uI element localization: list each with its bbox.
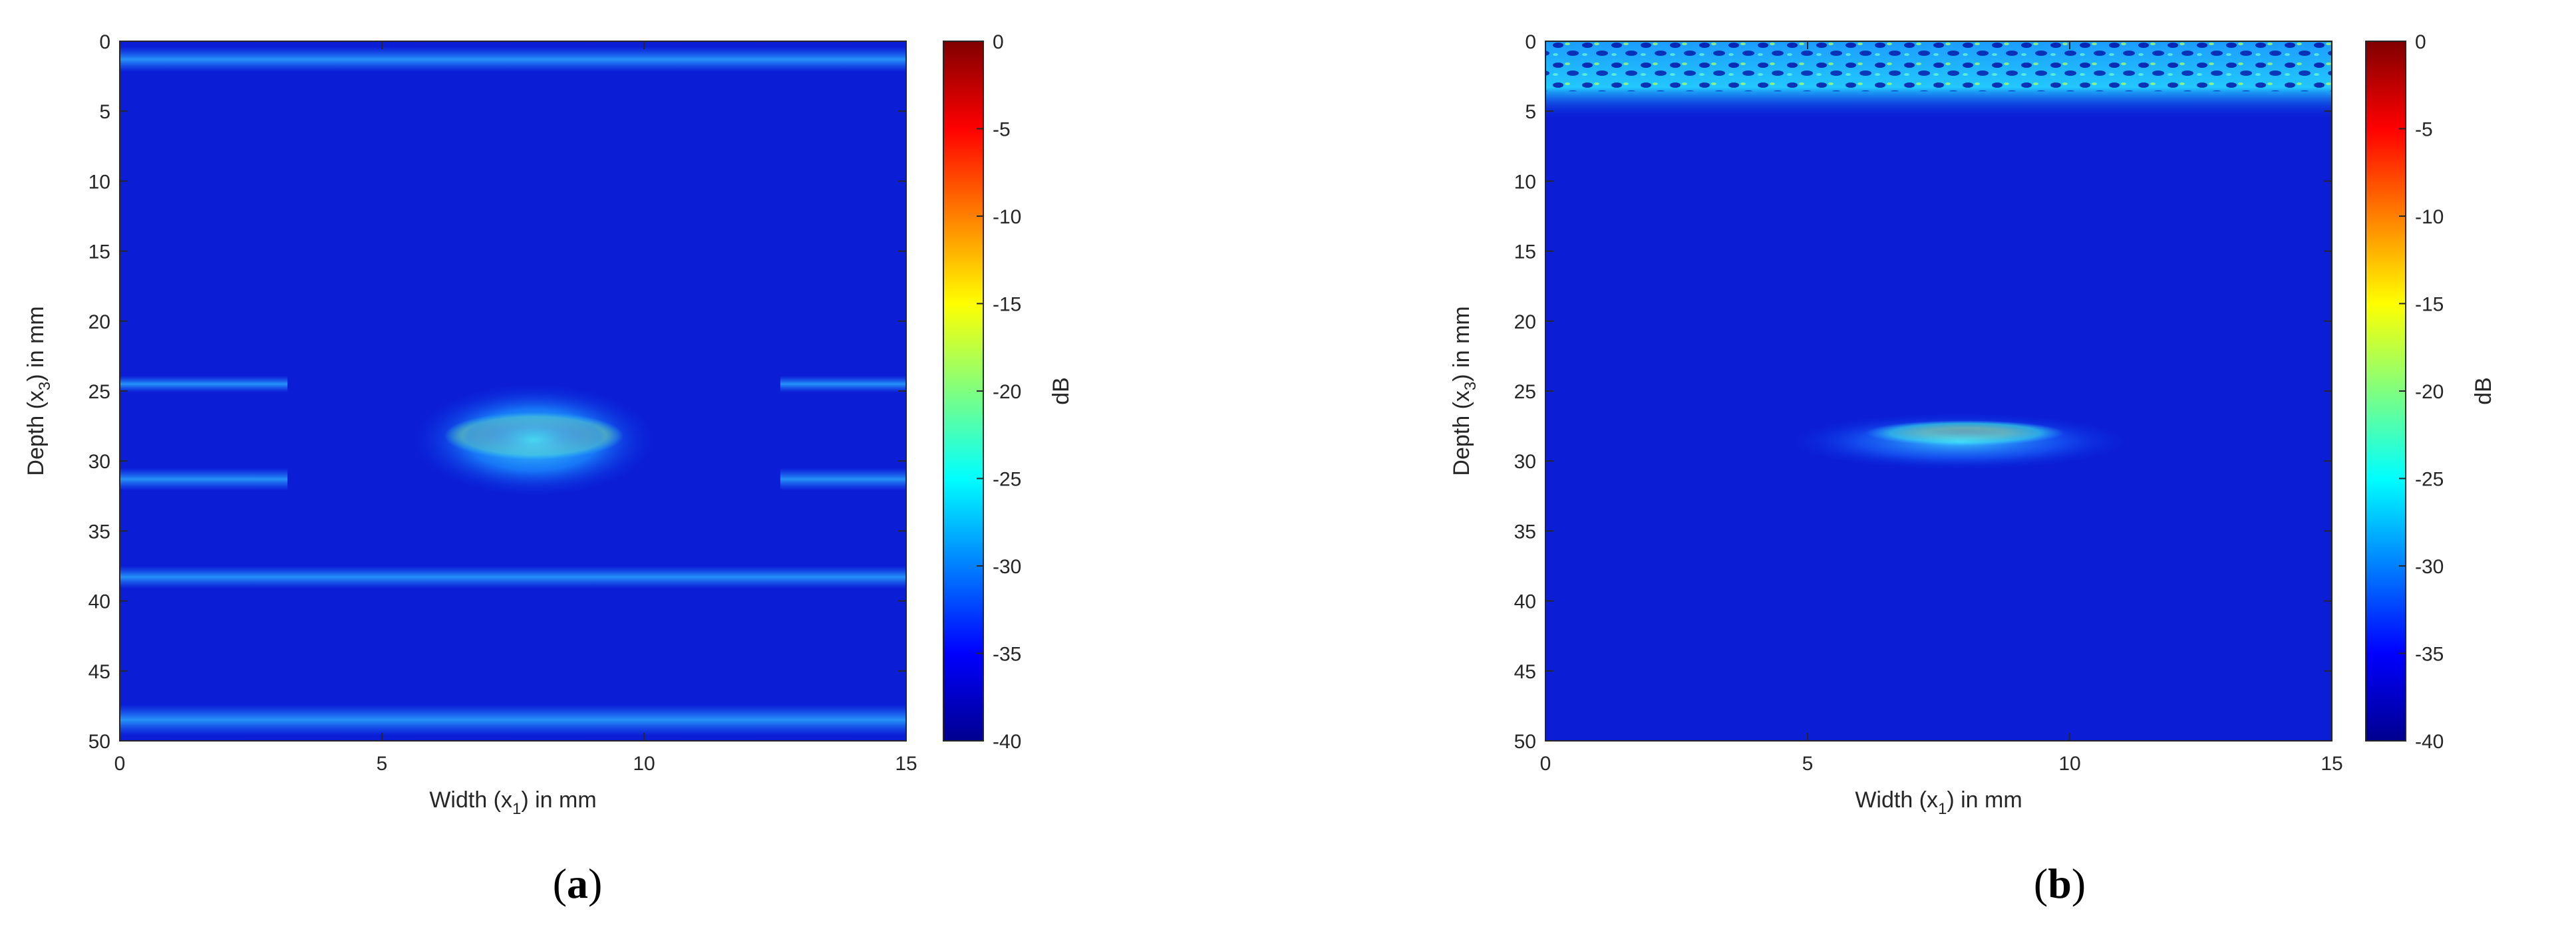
x-tick-label: 0 bbox=[1540, 753, 1551, 775]
colorbar-tick-label: -10 bbox=[2415, 206, 2444, 228]
colorbar-tick-label: -20 bbox=[993, 381, 1021, 403]
colorbar-label: dB bbox=[1048, 377, 1074, 405]
colorbar-tick-label: -30 bbox=[993, 556, 1021, 578]
x-tick-label: 10 bbox=[633, 753, 655, 775]
band-segment-left bbox=[120, 375, 288, 393]
band-feature-2 bbox=[120, 468, 906, 491]
y-tick-label: 20 bbox=[1514, 311, 1536, 333]
colorbar-tick-label: -15 bbox=[993, 294, 1021, 316]
x-tick-label: 0 bbox=[114, 753, 126, 775]
y-tick-label: 10 bbox=[88, 171, 110, 193]
band-feature-0 bbox=[120, 47, 906, 72]
colorbar-tick-label: -35 bbox=[2415, 644, 2444, 666]
band-segment-right bbox=[780, 375, 906, 393]
caption-a: (a) bbox=[552, 860, 603, 907]
panel-a: 0 5 10 15 0 5 10 15 20 25 30 35 40 45 50 Width (x1) in … bbox=[23, 31, 1074, 907]
y-tick-label: 40 bbox=[1514, 591, 1536, 613]
colorbar-tick-label: -40 bbox=[2415, 731, 2444, 753]
y-tick-label: 5 bbox=[99, 101, 110, 123]
y-tick-label: 5 bbox=[1525, 101, 1536, 123]
x-tick-label: 5 bbox=[377, 753, 388, 775]
band-feature-1 bbox=[120, 375, 906, 393]
y-axis-label: Depth (x3) in mm bbox=[1449, 306, 1480, 475]
colorbar-tick-label: -5 bbox=[2415, 119, 2433, 141]
y-tick-label: 20 bbox=[88, 311, 110, 333]
y-tick-label: 0 bbox=[1525, 31, 1536, 53]
colorbar-label: dB bbox=[2471, 377, 2496, 405]
y-tick-label: 25 bbox=[88, 381, 110, 403]
halo-feature-2 bbox=[1792, 413, 2128, 470]
band-segment-left bbox=[120, 468, 288, 491]
y-tick-label: 15 bbox=[88, 241, 110, 263]
caption-letter-b: b bbox=[2048, 860, 2072, 907]
y-tick-label: 45 bbox=[1514, 661, 1536, 683]
y-tick-label: 30 bbox=[88, 451, 110, 473]
caption-b: (b) bbox=[2033, 860, 2086, 907]
y-tick-label: 50 bbox=[88, 731, 110, 753]
y-tick-label: 0 bbox=[99, 31, 110, 53]
x-tick-label: 5 bbox=[1802, 753, 1814, 775]
y-tick-label: 35 bbox=[1514, 521, 1536, 543]
y-axis-label: Depth (x3) in mm bbox=[23, 306, 54, 475]
colorbar-tick-label: -5 bbox=[993, 119, 1011, 141]
colorbar-tick-label: 0 bbox=[2415, 31, 2426, 53]
axes-a: 0 5 10 15 0 5 10 15 20 25 30 35 40 45 50 Width (x1) in … bbox=[23, 31, 1074, 818]
band-feature-4 bbox=[120, 704, 906, 736]
y-tick-label: 50 bbox=[1514, 731, 1536, 753]
band-feature-3 bbox=[120, 566, 906, 589]
halo-feature-6 bbox=[413, 384, 655, 496]
y-tick-label: 15 bbox=[1514, 241, 1536, 263]
panel-b: 0 5 10 15 0 5 10 15 20 25 30 35 40 45 50 Width (x1) in … bbox=[1288, 0, 2576, 947]
y-tick-label: 35 bbox=[88, 521, 110, 543]
x-axis-label: Width (x1) in mm bbox=[429, 787, 596, 818]
colorbar-tick-label: -15 bbox=[2415, 294, 2444, 316]
chart-b: 0 5 10 15 0 5 10 15 20 25 30 35 40 45 50 Width (x1) in … bbox=[1449, 31, 2496, 818]
x-tick-label: 10 bbox=[2058, 753, 2080, 775]
y-tick-label: 40 bbox=[88, 591, 110, 613]
colorbar-tick-label: 0 bbox=[993, 31, 1004, 53]
surface-feature-0 bbox=[1545, 41, 2332, 118]
colorbar-tick-label: -25 bbox=[993, 469, 1021, 491]
colorbar-tick-label: -20 bbox=[2415, 381, 2444, 403]
colorbar-tick-label: -25 bbox=[2415, 469, 2444, 491]
y-tick-label: 25 bbox=[1514, 381, 1536, 403]
x-axis-label: Width (x1) in mm bbox=[1855, 787, 2022, 818]
heatmap-background bbox=[1545, 41, 2332, 741]
colorbar-tick-label: -40 bbox=[993, 731, 1021, 753]
y-tick-label: 30 bbox=[1514, 451, 1536, 473]
chart-a: 0 5 10 15 0 5 10 15 20 25 30 35 40 45 50 Width (x1) in … bbox=[23, 31, 1074, 818]
colorbar-tick-label: -30 bbox=[2415, 556, 2444, 578]
axes-b: 0 5 10 15 0 5 10 15 20 25 30 35 40 45 50 Width (x1) in … bbox=[1449, 31, 2496, 818]
surface-speckle bbox=[1545, 41, 2332, 92]
band-segment-right bbox=[780, 468, 906, 491]
x-tick-label: 15 bbox=[2321, 753, 2342, 775]
y-tick-label: 10 bbox=[1514, 171, 1536, 193]
colorbar-tick-label: -10 bbox=[993, 206, 1021, 228]
caption-letter-a: a bbox=[567, 860, 588, 907]
colorbar-tick-label: -35 bbox=[993, 644, 1021, 666]
y-tick-label: 45 bbox=[88, 661, 110, 683]
x-tick-label: 15 bbox=[895, 753, 917, 775]
heatmap-plot-b bbox=[1545, 41, 2332, 741]
heatmap-plot-a bbox=[120, 41, 906, 741]
